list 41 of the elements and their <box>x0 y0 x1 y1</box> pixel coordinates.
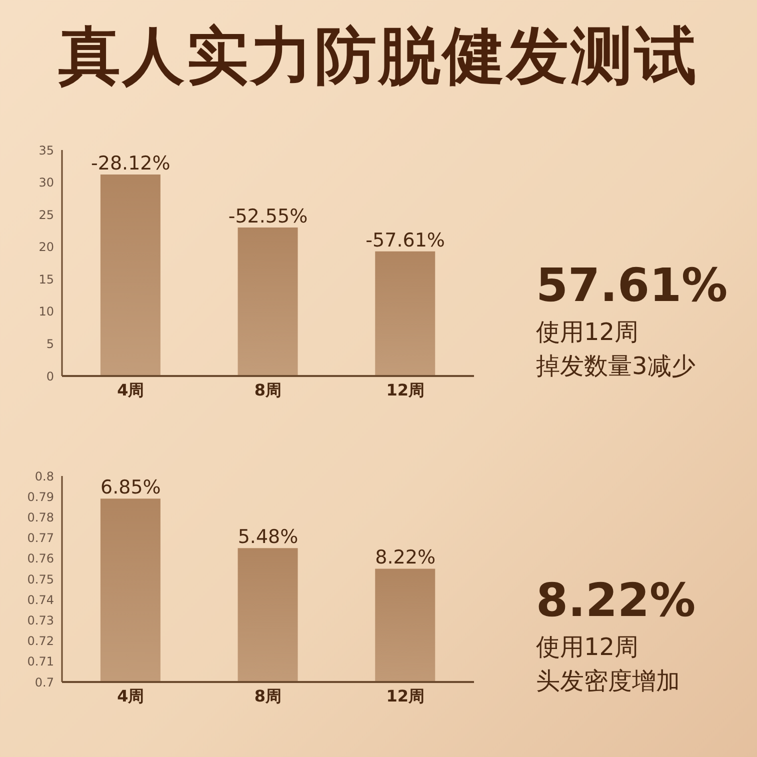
text: 57.61% <box>536 257 728 314</box>
annotation: 6.85% <box>100 476 161 499</box>
y-tick-label: 30 <box>38 176 54 190</box>
y-tick-label: 25 <box>38 208 54 222</box>
y-tick-label: 20 <box>38 240 54 254</box>
y-tick-label: 0.74 <box>27 592 54 607</box>
y-tick-label: 0.78 <box>27 510 54 524</box>
y-tick-label: 0.8 <box>34 469 54 484</box>
y-tick-label: 35 <box>38 143 54 158</box>
y-tick-label: 0.75 <box>27 572 54 586</box>
chart-title: 真人实力防脱健发测试 <box>58 18 700 94</box>
x-tick-label: 8周 <box>254 686 282 706</box>
y-tick-label: 0 <box>46 369 54 384</box>
y-tick-label: 0.76 <box>27 552 54 566</box>
x-tick-label: 12周 <box>386 380 424 400</box>
annotation: 8.22% <box>375 546 436 569</box>
y-tick-label: 15 <box>38 272 54 286</box>
x-tick-label: 4周 <box>117 686 144 706</box>
y-tick-label: 0.79 <box>27 490 54 504</box>
annotation: -52.55% <box>228 205 308 228</box>
x-tick-label: 12周 <box>386 686 424 706</box>
annotation: -57.61% <box>366 229 445 252</box>
text: 8.22% <box>536 572 696 629</box>
annotation: 5.48% <box>238 526 298 548</box>
text: 掉发数量3减少 <box>536 351 696 382</box>
y-tick-label: 10 <box>38 304 54 319</box>
y-tick-label: 0.77 <box>27 531 54 546</box>
text: 使用12周 <box>536 632 640 663</box>
bar <box>238 227 298 376</box>
bar <box>100 174 160 376</box>
text: 头发密度增加 <box>536 666 681 697</box>
x-tick-label: 4周 <box>117 380 144 400</box>
x-tick-label: 8周 <box>254 380 282 400</box>
annotation: -28.12% <box>91 152 170 175</box>
y-tick-label: 0.73 <box>27 613 54 628</box>
y-tick-label: 0.71 <box>27 654 54 669</box>
bar <box>375 251 436 376</box>
y-tick-label: 0.7 <box>34 675 54 690</box>
y-tick-label: 5 <box>46 336 54 351</box>
y-tick-label: 0.72 <box>27 634 54 648</box>
text: 使用12周 <box>536 317 640 348</box>
